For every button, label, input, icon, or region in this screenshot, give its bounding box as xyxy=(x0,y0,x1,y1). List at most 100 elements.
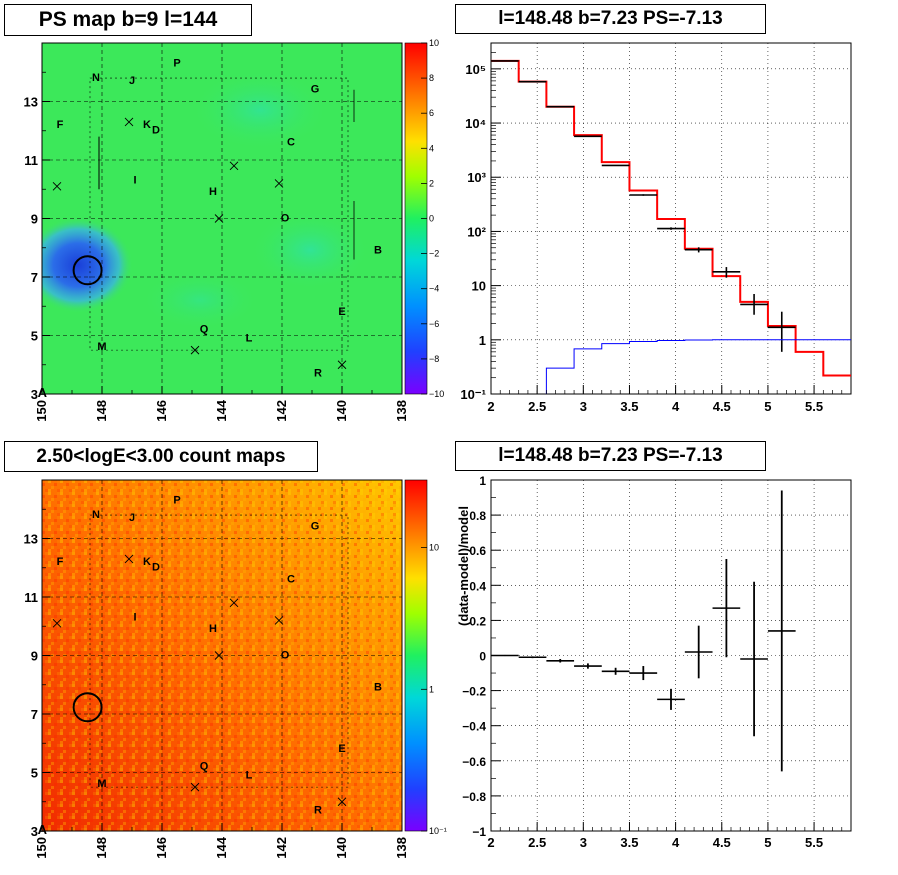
spectrum-panel: 2 2.5 3 3.5 4 4.5 5 5.5 10⁻¹ 1 10 10² 10³ 10⁴ 10⁵ xyxy=(460,42,852,414)
source-cross-marker xyxy=(214,651,224,660)
residual-plot xyxy=(491,490,796,772)
ps-map-cyan-region xyxy=(190,70,330,150)
y-tick-label: 9 xyxy=(31,212,38,227)
source-label: L xyxy=(246,769,253,781)
source-label: N xyxy=(92,72,100,84)
colorbar-tick-label: 10 xyxy=(429,543,439,553)
x-tick-label: 146 xyxy=(154,837,169,859)
source-label: D xyxy=(152,562,160,574)
source-label: M xyxy=(97,341,106,353)
y-tick-label: 0.8 xyxy=(469,509,486,523)
source-label: K xyxy=(143,119,151,131)
y-tick-label: 7 xyxy=(31,707,38,722)
y-tick-label: 10³ xyxy=(467,170,486,185)
count-map-title: 2.50<logE<3.00 count maps xyxy=(4,441,318,472)
source-cross-marker xyxy=(274,179,284,188)
source-cross-marker xyxy=(124,554,134,564)
residual-axes: 2 2.5 3 3.5 4 4.5 5 5.5 −1 −0.8 −0.6 −0.4 −0.2 0 0.2 0.… xyxy=(462,474,852,850)
x-tick-label: 2.5 xyxy=(528,399,546,414)
y-tick-label: 11 xyxy=(24,590,38,605)
source-label: K xyxy=(143,556,151,568)
source-label: I xyxy=(133,174,136,186)
spectrum-plot xyxy=(491,59,851,394)
x-tick-label: 138 xyxy=(394,400,409,422)
y-tick-label: 3 xyxy=(31,387,38,402)
background-histogram xyxy=(545,339,851,394)
y-tick-label: 11 xyxy=(24,153,38,168)
x-tick-label: 4 xyxy=(672,399,680,414)
source-cross-marker xyxy=(52,182,62,191)
residual-grid xyxy=(490,479,851,832)
x-tick-label: 150 xyxy=(34,400,49,422)
source-label: H xyxy=(209,186,217,198)
source-label: C xyxy=(287,573,295,585)
count-map-panel: N J P G F K D C I H O B E Q L M R 150 148 146 144 142 140 138 3… xyxy=(24,479,447,859)
count-map-grid xyxy=(42,480,402,831)
source-label: O xyxy=(281,649,290,661)
y-tick-label: 0.2 xyxy=(469,614,486,628)
source-cross-marker xyxy=(190,782,200,792)
y-tick-label: 5 xyxy=(31,329,38,344)
y-tick-label: 10⁵ xyxy=(465,62,486,77)
source-cross-marker xyxy=(337,360,347,370)
source-cross-marker xyxy=(214,214,224,223)
x-tick-label: 5.5 xyxy=(805,835,823,850)
x-tick-label: 4.5 xyxy=(713,835,731,850)
ps-map-colorbar-ticks: 10 8 6 4 2 0 −2 −4 −6 −8 −10 xyxy=(421,38,444,399)
x-tick-label: 4.5 xyxy=(713,399,731,414)
source-label: Q xyxy=(200,324,209,336)
source-label: B xyxy=(374,245,382,257)
y-tick-label: 5 xyxy=(31,766,38,781)
y-tick-label: −0.2 xyxy=(462,685,486,699)
ps-map-deficit-spot xyxy=(42,217,133,313)
x-tick-label: 148 xyxy=(94,837,109,859)
colorbar-tick-label: 8 xyxy=(429,73,434,83)
x-tick-label: 3 xyxy=(580,835,587,850)
source-cross-marker xyxy=(190,345,200,355)
y-tick-label: 1 xyxy=(479,333,486,348)
ps-map-axes: 150 148 146 144 142 140 138 3 5 7 9 11 13 A xyxy=(24,71,409,422)
source-cross-marker xyxy=(229,161,239,171)
x-tick-label: 144 xyxy=(214,399,229,421)
source-label: D xyxy=(152,125,160,137)
colorbar-tick-label: 4 xyxy=(429,143,434,153)
corner-label: A xyxy=(38,822,48,837)
x-tick-label: 3.5 xyxy=(620,835,638,850)
count-map-colorbar-ticks: 10 1 10⁻¹ xyxy=(421,543,447,836)
source-label: P xyxy=(173,57,180,69)
spectrum-title: l=148.48 b=7.23 PS=-7.13 xyxy=(455,4,766,34)
x-tick-label: 3 xyxy=(580,399,587,414)
y-tick-label: 10² xyxy=(467,224,486,239)
source-cross-marker xyxy=(52,619,62,628)
y-tick-label: 13 xyxy=(24,532,38,547)
x-tick-label: 138 xyxy=(394,837,409,859)
x-tick-label: 144 xyxy=(214,836,229,858)
colorbar-tick-label: 10 xyxy=(429,38,439,48)
colorbar-tick-label: −8 xyxy=(429,354,439,364)
x-tick-label: 5 xyxy=(764,835,771,850)
x-tick-label: 148 xyxy=(94,400,109,422)
x-tick-label: 142 xyxy=(274,400,289,422)
x-tick-label: 3.5 xyxy=(620,399,638,414)
spectrum-axes: 2 2.5 3 3.5 4 4.5 5 5.5 10⁻¹ 1 10 10² 10³ 10⁴ 10⁵ xyxy=(460,42,852,414)
y-tick-label: 10⁻¹ xyxy=(460,387,486,402)
colorbar-tick-label: −6 xyxy=(429,319,439,329)
x-tick-label: 2.5 xyxy=(528,835,546,850)
ps-map-grid xyxy=(42,43,402,394)
source-label: H xyxy=(209,623,217,635)
source-label: M xyxy=(97,778,106,790)
source-label: P xyxy=(173,494,180,506)
colorbar-tick-label: 6 xyxy=(429,108,434,118)
x-tick-label: 2 xyxy=(487,835,494,850)
x-tick-label: 150 xyxy=(34,837,49,859)
colorbar-tick-label: 10⁻¹ xyxy=(429,826,447,836)
source-label: O xyxy=(281,212,290,224)
count-map-axes: 150 148 146 144 142 140 138 3 5 7 9 11 13 A xyxy=(24,508,409,859)
candidate-circle xyxy=(72,692,103,723)
y-tick-label: 3 xyxy=(31,824,38,839)
y-tick-label: 1 xyxy=(479,474,486,488)
y-tick-label: 10⁴ xyxy=(465,116,486,131)
x-tick-label: 5.5 xyxy=(805,399,823,414)
